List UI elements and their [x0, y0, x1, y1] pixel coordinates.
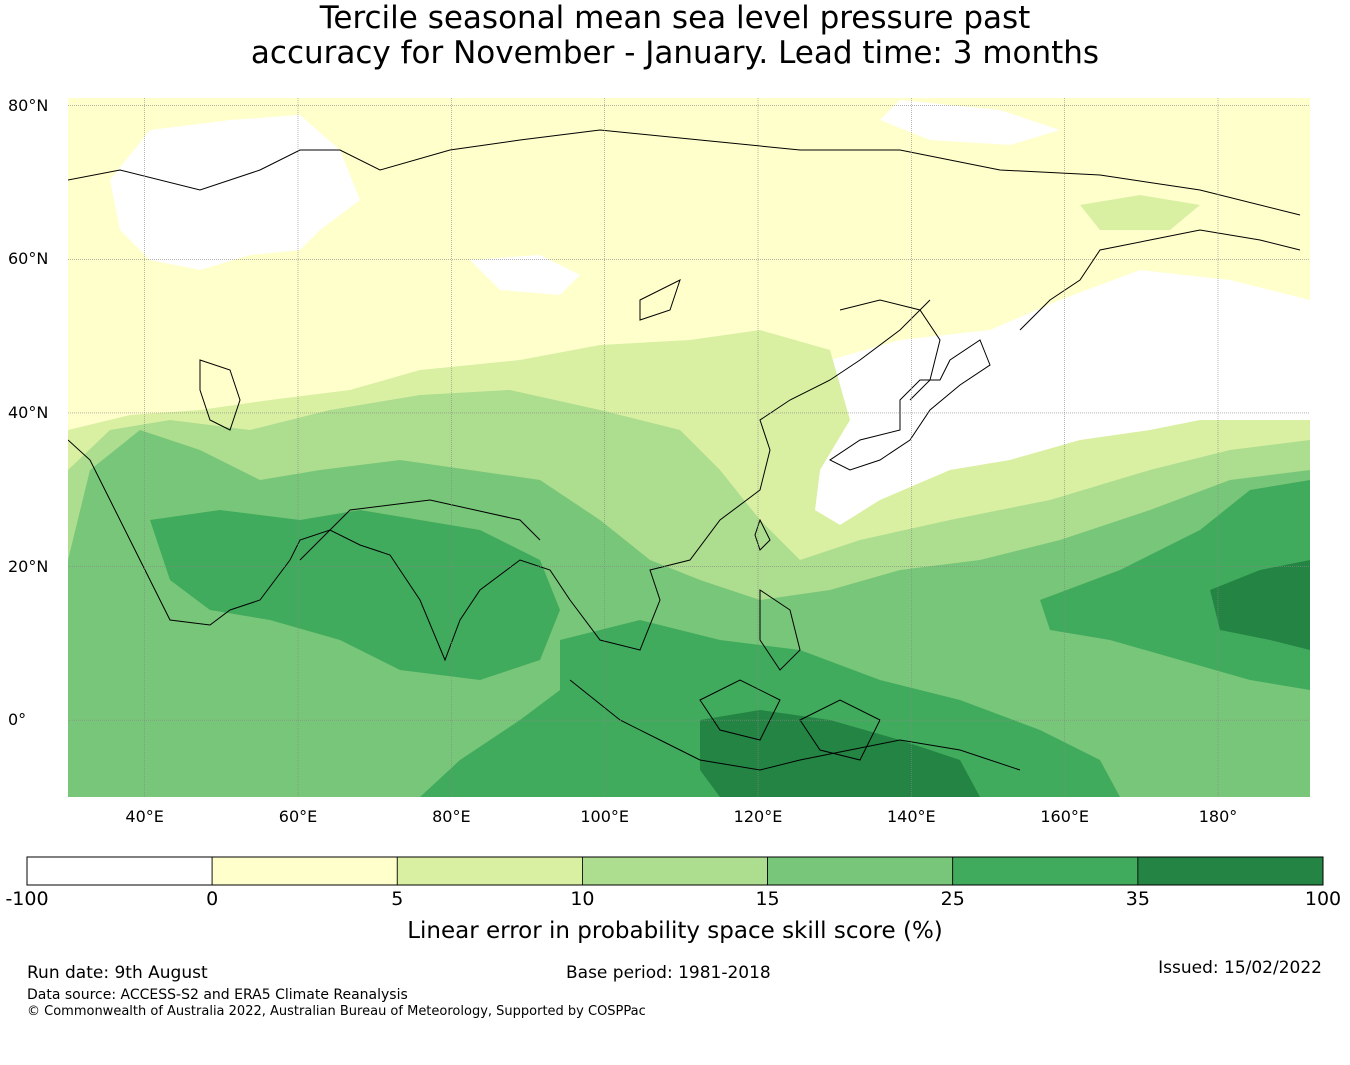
issued-date: Issued: 15/02/2022 — [1158, 958, 1322, 978]
negative-skill-region-siberia — [470, 255, 580, 295]
colorbar-tick-label: 15 — [755, 888, 780, 910]
negative-skill-region-scandinavia — [110, 115, 360, 270]
skill-band-35-100-banda-sea — [700, 710, 980, 797]
colorbar — [26, 856, 1324, 886]
colorbar-tick-label: 35 — [1125, 888, 1150, 910]
lat-tick-label: 60°N — [8, 249, 49, 269]
colorbar-swatch — [952, 856, 1139, 886]
skill-band-25-35-south-asia — [150, 510, 560, 680]
colorbar-swatch — [1137, 856, 1324, 886]
lon-tick-label: 60°E — [278, 807, 318, 826]
lon-tick-label: 100°E — [580, 807, 629, 826]
colorbar-tick-label: 25 — [940, 888, 965, 910]
skill-band-5-10-east-siberia — [1080, 195, 1200, 230]
colorbar-tick-label: 100 — [1304, 888, 1342, 910]
coastlines — [68, 129, 1301, 771]
colorbar-tick-label: 10 — [570, 888, 595, 910]
title-line-1: Tercile seasonal mean sea level pressure… — [319, 0, 1031, 36]
data-source: Data source: ACCESS-S2 and ERA5 Climate … — [27, 987, 408, 1003]
lon-tick-label: 120°E — [733, 807, 783, 826]
negative-skill-region-north-pacific — [815, 270, 1310, 525]
lat-tick-label: 40°N — [8, 402, 49, 422]
lon-tick-label: 80°E — [432, 807, 471, 826]
graticule — [68, 98, 1310, 797]
skill-band-25-35-maritime — [420, 620, 1120, 797]
colorbar-swatch — [26, 856, 213, 886]
lon-tick-label: 140°E — [887, 807, 936, 826]
colorbar-tick-label: 5 — [391, 888, 404, 910]
lat-tick-label: 20°N — [8, 556, 49, 576]
lon-tick-label: 180° — [1198, 807, 1238, 826]
colorbar-tick-label: -100 — [5, 888, 49, 910]
colorbar-swatch — [396, 856, 583, 886]
run-date: Run date: 9th August — [27, 963, 208, 983]
negative-skill-region-arctic — [880, 100, 1060, 145]
copyright: © Commonwealth of Australia 2022, Austra… — [27, 1004, 646, 1019]
lat-tick-label: 80°N — [8, 95, 49, 115]
colorbar-swatch — [582, 856, 768, 886]
lon-tick-label: 40°E — [125, 807, 164, 826]
skill-band-25-35-west-pacific — [1040, 480, 1310, 690]
colorbar-label: Linear error in probability space skill … — [407, 918, 943, 944]
base-period: Base period: 1981-2018 — [566, 963, 771, 983]
skill-band-35-100-pacific — [1210, 560, 1310, 650]
colorbar-swatch — [767, 856, 954, 886]
skill-field — [68, 98, 1310, 797]
colorbar-frame — [26, 856, 1324, 886]
title-line-2: accuracy for November - January. Lead ti… — [250, 35, 1100, 71]
lat-tick-label: 0° — [8, 710, 27, 730]
colorbar-swatch — [211, 856, 398, 886]
colorbar-tick-label: 0 — [206, 888, 219, 910]
lon-tick-label: 160°E — [1040, 807, 1089, 826]
